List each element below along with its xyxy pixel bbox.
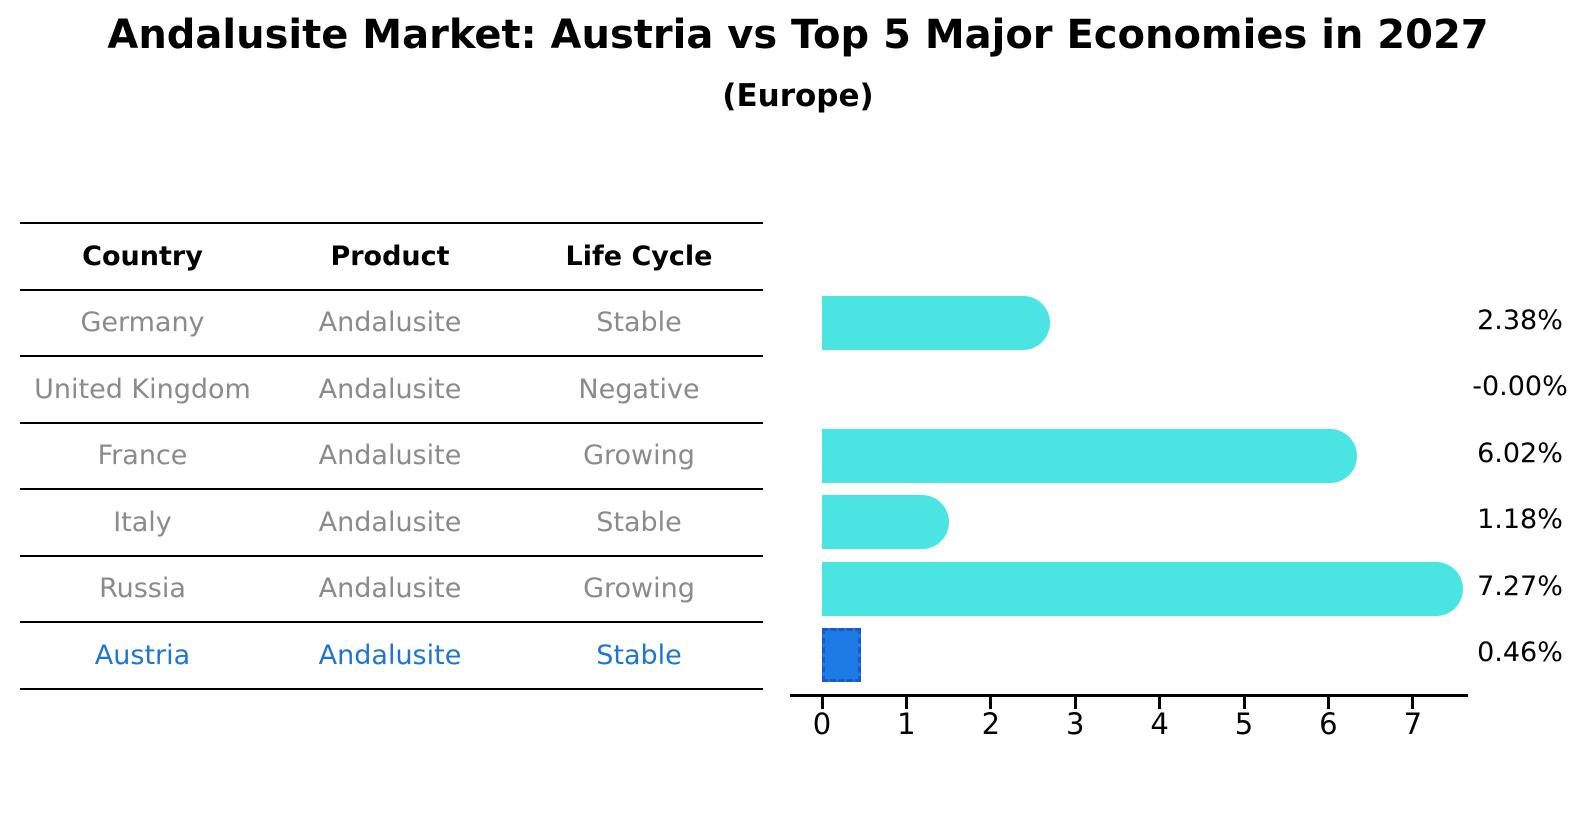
cell-product: Andalusite	[318, 373, 462, 405]
cell-product: Andalusite	[318, 506, 462, 538]
value-label-italy: 1.18%	[1477, 504, 1563, 535]
table-row: Germany Andalusite Stable	[20, 291, 763, 357]
x-axis-line	[790, 694, 1468, 697]
cell-country: Austria	[94, 639, 191, 671]
cell-country: Germany	[80, 307, 205, 339]
column-header-lifecycle: Life Cycle	[565, 240, 713, 272]
value-label-germany: 2.38%	[1477, 304, 1563, 336]
value-label-austria: 0.46%	[1477, 637, 1563, 668]
x-axis-tick	[1411, 696, 1415, 709]
x-axis-tick	[1158, 696, 1162, 709]
cell-country: United Kingdom	[34, 373, 251, 405]
value-label-united-kingdom: -0.00%	[1472, 371, 1568, 402]
cell-product: Andalusite	[318, 573, 462, 605]
cell-country: France	[97, 440, 188, 472]
cell-lifecycle: Growing	[583, 440, 695, 472]
x-axis-tick-label: 3	[1065, 707, 1085, 741]
cell-country: Italy	[113, 506, 172, 538]
cell-country: Russia	[99, 573, 186, 605]
cell-lifecycle: Negative	[578, 373, 700, 405]
chart-title: Andalusite Market: Austria vs Top 5 Majo…	[107, 12, 1489, 58]
cell-product: Andalusite	[318, 639, 462, 671]
x-axis-tick	[1242, 696, 1246, 709]
table-row: Russia Andalusite Growing	[20, 557, 763, 623]
x-axis-tick	[820, 696, 824, 709]
table-header-row: Country Product Life Cycle	[20, 224, 763, 291]
bar-italy	[822, 495, 949, 549]
x-axis-tick	[904, 696, 908, 709]
table-row: Austria Andalusite Stable	[20, 623, 763, 690]
x-axis-tick-label: 7	[1403, 707, 1423, 741]
cell-lifecycle: Stable	[596, 307, 682, 339]
table-row: United Kingdom Andalusite Negative	[20, 357, 763, 424]
bar-france	[822, 428, 1358, 483]
x-axis-tick	[1073, 696, 1077, 709]
x-axis-tick	[1326, 696, 1330, 709]
column-header-product: Product	[330, 240, 450, 272]
table-body: Germany Andalusite Stable United Kingdom And…	[20, 291, 763, 690]
table-row: Italy Andalusite Stable	[20, 490, 763, 557]
cell-product: Andalusite	[318, 440, 462, 472]
x-axis-tick-label: 4	[1150, 707, 1169, 741]
bar-austria	[822, 628, 861, 682]
cell-product: Andalusite	[318, 307, 462, 339]
value-label-france: 6.02%	[1477, 437, 1563, 469]
cell-lifecycle: Growing	[583, 573, 695, 605]
cell-lifecycle: Stable	[596, 506, 682, 538]
x-axis-tick-label: 1	[897, 707, 916, 741]
value-label-russia: 7.27%	[1477, 570, 1563, 602]
x-axis-tick-label: 5	[1234, 707, 1254, 741]
x-axis-tick-label: 0	[812, 707, 832, 741]
bar-germany	[822, 295, 1050, 350]
chart-subtitle: (Europe)	[722, 78, 874, 114]
x-axis-tick-label: 6	[1319, 707, 1338, 741]
x-axis-tick-label: 2	[981, 707, 1001, 741]
table-row: France Andalusite Growing	[20, 424, 763, 490]
country-table: Country Product Life Cycle Germany Andalu…	[20, 222, 763, 690]
x-axis-tick	[989, 696, 993, 709]
column-header-country: Country	[82, 240, 203, 272]
bar-russia	[822, 561, 1463, 616]
cell-lifecycle: Stable	[596, 639, 682, 671]
